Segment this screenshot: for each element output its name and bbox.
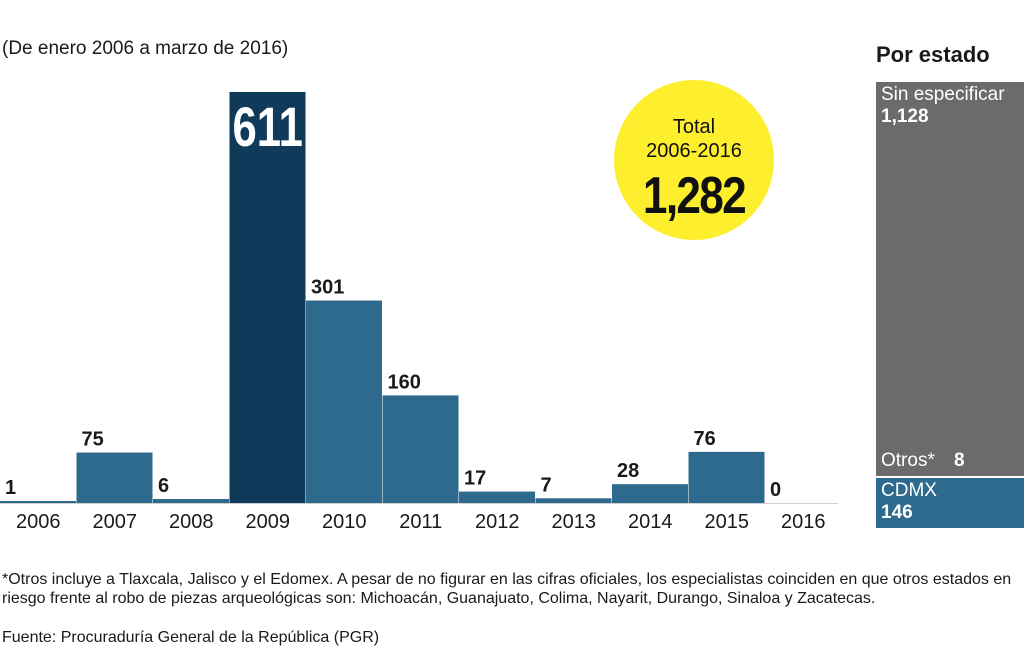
segment-sin-especificar-value: 1,128 bbox=[881, 106, 929, 127]
x-tick-label-2015: 2015 bbox=[705, 511, 750, 533]
bar-label-2012: 17 bbox=[464, 468, 486, 490]
segment-sin-especificar: Sin especificar 1,128 Otros* 8 bbox=[876, 82, 1024, 474]
bar-label-2007: 75 bbox=[82, 429, 104, 451]
x-tick-label-2012: 2012 bbox=[475, 511, 520, 533]
segment-cdmx-value: 146 bbox=[881, 502, 913, 523]
x-tick-label-2016: 2016 bbox=[781, 511, 826, 533]
bar-2013 bbox=[535, 498, 612, 503]
total-value: 1,282 bbox=[642, 167, 747, 225]
segment-otros-value: 8 bbox=[954, 450, 965, 471]
footnote: *Otros incluye a Tlaxcala, Jalisco y el … bbox=[2, 571, 1012, 607]
bar-label-2008: 6 bbox=[158, 475, 169, 497]
bar-2015 bbox=[688, 451, 765, 503]
x-tick-label-2009: 2009 bbox=[246, 511, 291, 533]
x-tick-label-2010: 2010 bbox=[322, 511, 367, 533]
segment-sin-especificar-label: Sin especificar bbox=[881, 84, 1005, 105]
bar-2009 bbox=[229, 92, 306, 503]
total-label: Total bbox=[672, 116, 716, 138]
bar-label-2015: 76 bbox=[694, 428, 716, 450]
segment-otros bbox=[876, 474, 1024, 476]
segment-otros-label: Otros* bbox=[881, 450, 935, 471]
chart-subtitle: (De enero 2006 a marzo de 2016) bbox=[2, 38, 289, 59]
bar-label-2016: 0 bbox=[770, 479, 781, 501]
source: Fuente: Procuraduría General de la Repúb… bbox=[2, 629, 380, 646]
x-tick-label-2008: 2008 bbox=[169, 511, 214, 533]
segment-cdmx: CDMX 146 bbox=[876, 478, 1024, 528]
x-tick-label-2014: 2014 bbox=[628, 511, 673, 533]
x-tick-label-2006: 2006 bbox=[16, 511, 61, 533]
x-tick-label-2007: 2007 bbox=[93, 511, 138, 533]
bar-2012 bbox=[459, 491, 535, 503]
bar-2006 bbox=[0, 501, 76, 503]
bar-2010 bbox=[306, 300, 382, 503]
bar-2007 bbox=[76, 452, 153, 503]
by-state-column: Sin especificar 1,128 Otros* 8 CDMX 146 bbox=[876, 82, 1024, 528]
x-tick-label-2013: 2013 bbox=[552, 511, 597, 533]
bar-label-2009: 611 bbox=[233, 96, 303, 158]
bar-label-2010: 301 bbox=[311, 277, 344, 299]
bar-label-2006: 1 bbox=[5, 477, 16, 499]
bar-label-2014: 28 bbox=[617, 460, 639, 482]
bar-2014 bbox=[612, 484, 688, 503]
total-period: 2006-2016 bbox=[646, 140, 742, 162]
bar-2011 bbox=[382, 395, 459, 503]
segment-cdmx-label: CDMX bbox=[881, 480, 937, 501]
bar-2008 bbox=[153, 498, 229, 503]
bar-label-2011: 160 bbox=[388, 371, 421, 393]
bar-label-2013: 7 bbox=[541, 474, 552, 496]
total-bubble: Total 2006-2016 1,282 bbox=[614, 80, 774, 240]
by-state-title: Por estado bbox=[876, 42, 990, 67]
x-tick-label-2011: 2011 bbox=[399, 511, 442, 533]
